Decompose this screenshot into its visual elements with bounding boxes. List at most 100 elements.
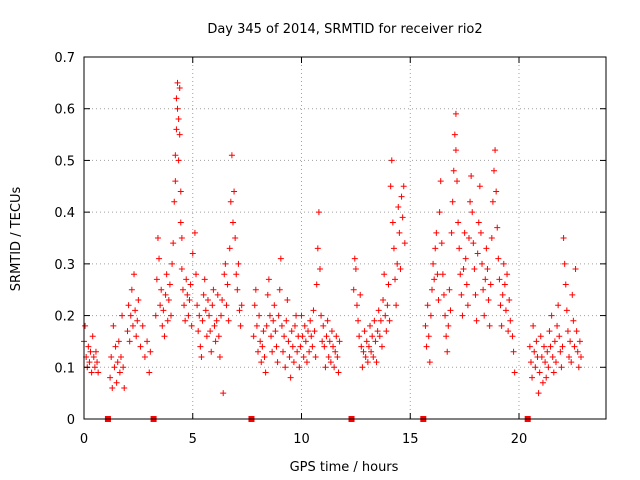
data-point — [268, 333, 275, 340]
data-point — [472, 291, 479, 298]
data-point — [527, 359, 534, 366]
data-point — [198, 353, 205, 360]
data-point — [137, 343, 144, 350]
data-point — [356, 333, 363, 340]
data-point — [164, 317, 171, 324]
data-point — [550, 369, 557, 376]
data-point — [222, 260, 229, 267]
data-point — [475, 219, 482, 226]
data-point — [576, 338, 583, 345]
data-point — [482, 276, 489, 283]
data-point — [294, 348, 301, 355]
data-point — [326, 338, 333, 345]
data-point — [363, 338, 370, 345]
data-point — [261, 353, 268, 360]
data-point — [214, 291, 221, 298]
data-point — [474, 250, 481, 257]
data-point — [494, 224, 501, 231]
data-point — [456, 245, 463, 252]
data-point — [258, 359, 265, 366]
data-point — [484, 266, 491, 273]
data-point — [574, 348, 581, 355]
data-point — [189, 250, 196, 257]
data-point — [203, 333, 210, 340]
data-point — [229, 219, 236, 226]
data-point — [389, 219, 396, 226]
data-point — [572, 266, 579, 273]
data-point — [211, 322, 218, 329]
data-point — [544, 348, 551, 355]
data-point — [92, 348, 99, 355]
data-point — [401, 240, 408, 247]
data-point — [328, 328, 335, 335]
data-point — [228, 152, 235, 159]
data-point — [362, 353, 369, 360]
data-point — [476, 183, 483, 190]
data-point — [502, 307, 509, 314]
data-point — [302, 338, 309, 345]
data-point — [278, 322, 285, 329]
data-point — [424, 302, 431, 309]
data-point — [359, 364, 366, 371]
data-point — [316, 266, 323, 273]
data-point — [361, 328, 368, 335]
data-point — [175, 116, 182, 123]
data-point — [227, 198, 234, 205]
data-point — [201, 276, 208, 283]
x-tick-label: 5 — [189, 432, 197, 447]
data-point — [299, 333, 306, 340]
data-point — [235, 260, 242, 267]
data-point — [95, 369, 102, 376]
data-point — [442, 312, 449, 319]
data-point — [463, 281, 470, 288]
data-point — [320, 322, 327, 329]
data-point — [286, 353, 293, 360]
data-point — [289, 343, 296, 350]
data-point — [144, 338, 151, 345]
x-axis-label: GPS time / hours — [290, 460, 399, 475]
data-point — [546, 328, 553, 335]
data-point — [184, 291, 191, 298]
data-point — [209, 302, 216, 309]
data-point — [533, 338, 540, 345]
data-point — [237, 322, 244, 329]
data-point — [157, 302, 164, 309]
data-point — [183, 276, 190, 283]
data-point — [159, 322, 166, 329]
x-tick-label: 0 — [80, 432, 88, 447]
data-point — [282, 364, 289, 371]
data-point — [562, 281, 569, 288]
data-point — [128, 286, 135, 293]
data-point — [423, 343, 430, 350]
data-point — [380, 297, 387, 304]
data-point — [181, 302, 188, 309]
data-point — [493, 188, 500, 195]
data-point — [497, 302, 504, 309]
data-point — [358, 343, 365, 350]
y-tick-label: 0.1 — [54, 361, 75, 376]
data-point — [443, 333, 450, 340]
data-point — [452, 110, 459, 117]
data-point — [86, 359, 93, 366]
data-point — [226, 245, 233, 252]
data-point — [134, 317, 141, 324]
data-point — [436, 209, 443, 216]
data-point — [433, 229, 440, 236]
axis-ticks: 0 5 10 15 20 0 0.1 0.2 0.3 0.4 0.5 0.6 0.7 — [54, 51, 606, 447]
data-point — [298, 312, 305, 319]
data-point — [563, 307, 570, 314]
data-point — [285, 338, 292, 345]
data-point — [504, 271, 511, 278]
data-point — [124, 328, 131, 335]
data-point — [315, 209, 322, 216]
data-point — [212, 338, 219, 345]
data-point — [186, 297, 193, 304]
data-point — [166, 281, 173, 288]
data-point — [154, 235, 161, 241]
data-point — [360, 348, 367, 355]
data-point — [236, 307, 243, 314]
data-point — [259, 343, 266, 350]
data-point — [215, 333, 222, 340]
data-point — [171, 198, 178, 205]
data-point — [397, 266, 404, 273]
